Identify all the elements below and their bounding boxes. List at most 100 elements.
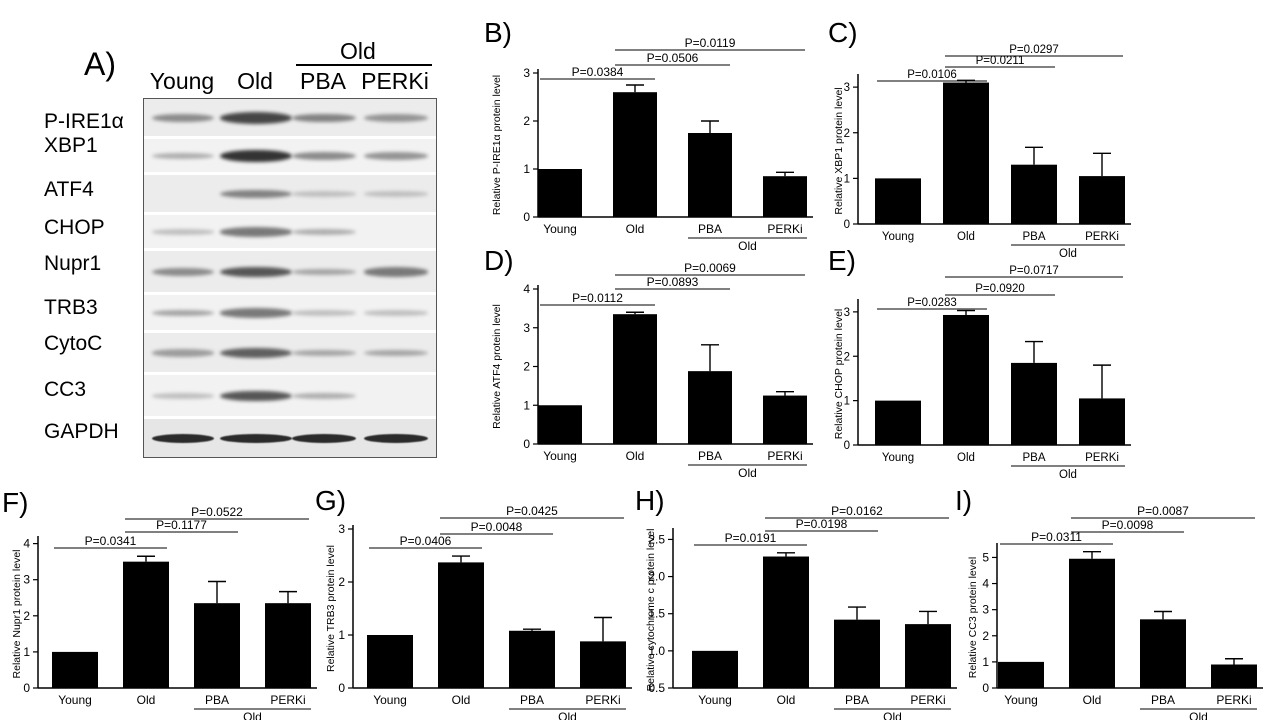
blot-strip — [144, 375, 436, 417]
blot-band — [220, 112, 292, 124]
blot-row-label: ATF4 — [44, 178, 94, 201]
y-tick-label: 3 — [23, 573, 30, 587]
bar — [613, 92, 657, 217]
bar — [998, 661, 1044, 688]
x-tick-label: Young — [543, 222, 577, 236]
x-tick-label: PBA — [1022, 231, 1045, 243]
blot-band — [292, 433, 356, 443]
blot-band — [152, 267, 214, 277]
group-label: Old — [243, 710, 262, 720]
group-label: Old — [1189, 710, 1208, 720]
bar-chart-xbp1: C) Relative XBP1 protein level 0 1 2 3 Young Ol… — [820, 10, 1140, 260]
y-tick-label: 1.5 — [648, 607, 665, 621]
bar — [1011, 164, 1057, 224]
blot-column-label: PERKi — [361, 68, 429, 94]
x-tick-label: Old — [1083, 693, 1102, 707]
blot-band — [220, 308, 292, 318]
p-value-label: P=0.0211 — [976, 55, 1025, 67]
bar-chart-trb3: G) Relative TRB3 protein level 0 1 2 3 Young Ol… — [315, 480, 635, 720]
blot-strip — [144, 99, 436, 137]
blot-row-label: P-IRE1α — [44, 110, 124, 133]
blot-group-line — [296, 64, 432, 66]
x-tick-label: Old — [137, 693, 156, 707]
y-tick-label: 2 — [844, 128, 850, 140]
p-value-label: P=0.0297 — [1009, 44, 1059, 56]
y-tick-label: 2 — [523, 114, 530, 128]
bar — [875, 400, 921, 445]
x-tick-label: Old — [957, 452, 975, 464]
bar — [688, 133, 732, 217]
y-tick-label: 0 — [523, 210, 530, 224]
blot-band — [292, 268, 356, 276]
blot-band — [152, 113, 214, 123]
blot-band — [364, 152, 428, 160]
bar — [538, 169, 582, 217]
p-value-label: P=0.0384 — [572, 65, 624, 79]
bar — [943, 82, 989, 224]
bar — [905, 624, 951, 688]
blot-band — [364, 349, 428, 357]
x-tick-label: Old — [957, 231, 975, 243]
bar — [438, 562, 484, 688]
blot-strip-separator — [144, 248, 436, 251]
x-tick-label: PBA — [698, 222, 722, 236]
y-tick-label: 3 — [523, 321, 530, 335]
bar-chart-atf4: D) Relative ATF4 protein level 0 1 2 3 4 Young O… — [480, 238, 813, 480]
panel-letter: D) — [484, 245, 514, 276]
p-value-label: P=0.0425 — [506, 504, 558, 518]
x-tick-label: Old — [452, 693, 471, 707]
blot-band — [220, 189, 292, 199]
x-tick-label: PBA — [205, 693, 229, 707]
bar — [367, 635, 413, 688]
group-label: Old — [738, 466, 757, 480]
blot-row-label: GAPDH — [44, 420, 119, 443]
blot-row-label: CHOP — [44, 216, 105, 239]
bar — [194, 603, 240, 688]
western-blot-panel: A) Old Young Old PBA PERKi P-IRE1α XBP1 AT… — [0, 0, 480, 470]
y-tick-label: 2 — [23, 609, 30, 623]
blot-band — [364, 191, 428, 197]
blot-band — [364, 114, 428, 122]
blot-band — [152, 393, 214, 399]
blot-band — [220, 390, 292, 402]
bar — [763, 556, 809, 688]
group-label: Old — [1059, 248, 1077, 260]
x-tick-label: Old — [777, 693, 796, 707]
p-value-label: P=0.0406 — [400, 534, 452, 548]
y-tick-label: 3 — [844, 82, 850, 94]
p-value-label: P=0.0506 — [647, 51, 699, 65]
p-value-label: P=0.0119 — [685, 36, 736, 50]
y-axis-label: Relative TRB3 protein level — [325, 545, 337, 672]
blot-strip-separator — [144, 372, 436, 375]
x-tick-label: PERKi — [767, 449, 802, 463]
blot-band — [152, 433, 214, 443]
y-tick-label: 0 — [844, 219, 850, 231]
y-tick-label: 4 — [23, 537, 30, 551]
blot-band — [292, 349, 356, 357]
p-value-label: P=0.0341 — [85, 534, 137, 548]
blot-strip-separator — [144, 330, 436, 333]
bar — [688, 371, 732, 444]
blot-strip — [144, 215, 436, 249]
p-value-label: P=0.0106 — [907, 69, 957, 81]
bar — [834, 619, 880, 688]
p-value-label: P=0.0112 — [572, 291, 623, 305]
blot-band — [292, 191, 356, 197]
panel-letter: E) — [828, 245, 856, 276]
x-tick-label: Young — [543, 449, 577, 463]
y-tick-label: 2 — [982, 629, 989, 643]
bar-chart-nupr1: F) Relative Nupr1 protein level 0 1 2 3 4 Young… — [0, 480, 320, 720]
y-tick-label: 4 — [523, 282, 530, 296]
blot-band — [364, 310, 428, 316]
x-tick-label: PERKi — [1085, 231, 1119, 243]
bar-chart-cc3: I) Relative CC3 protein level 0 1 2 3 4 5 Young O… — [955, 480, 1280, 720]
x-tick-label: PBA — [1022, 452, 1045, 464]
blot-band — [152, 349, 214, 357]
p-value-label: P=0.0717 — [1009, 265, 1059, 277]
bar — [123, 561, 169, 688]
x-tick-label: PERKi — [1085, 452, 1119, 464]
x-tick-label: Young — [373, 693, 407, 707]
blot-band — [152, 229, 214, 235]
x-tick-label: Young — [882, 452, 914, 464]
blot-strip — [144, 251, 436, 293]
